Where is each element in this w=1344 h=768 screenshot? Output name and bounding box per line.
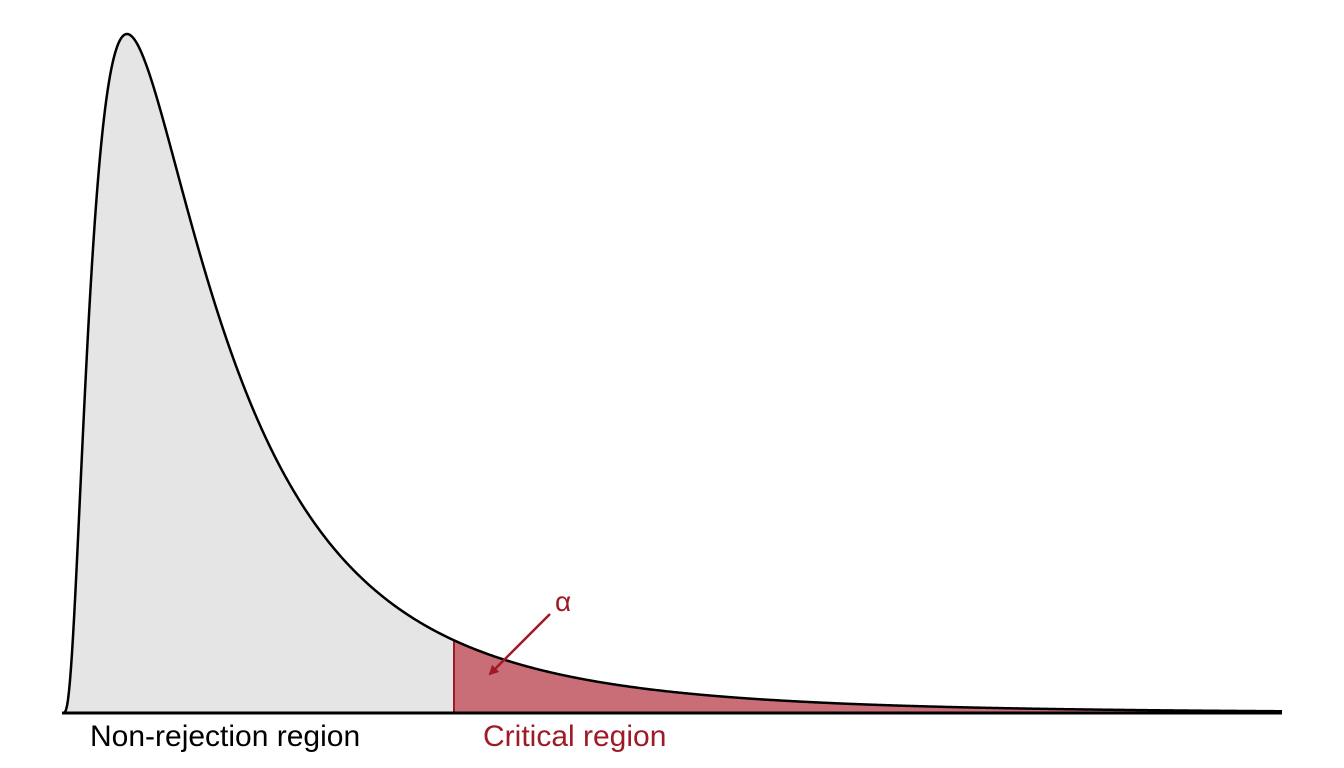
non-rejection-region-area — [62, 34, 454, 713]
non-rejection-region-label: Non-rejection region — [90, 720, 360, 753]
critical-region-label: Critical region — [483, 720, 666, 753]
density-curve — [62, 32, 1283, 715]
alpha-symbol: α — [555, 586, 571, 617]
critical-region-area — [454, 640, 1282, 713]
alpha-arrow — [488, 613, 551, 676]
